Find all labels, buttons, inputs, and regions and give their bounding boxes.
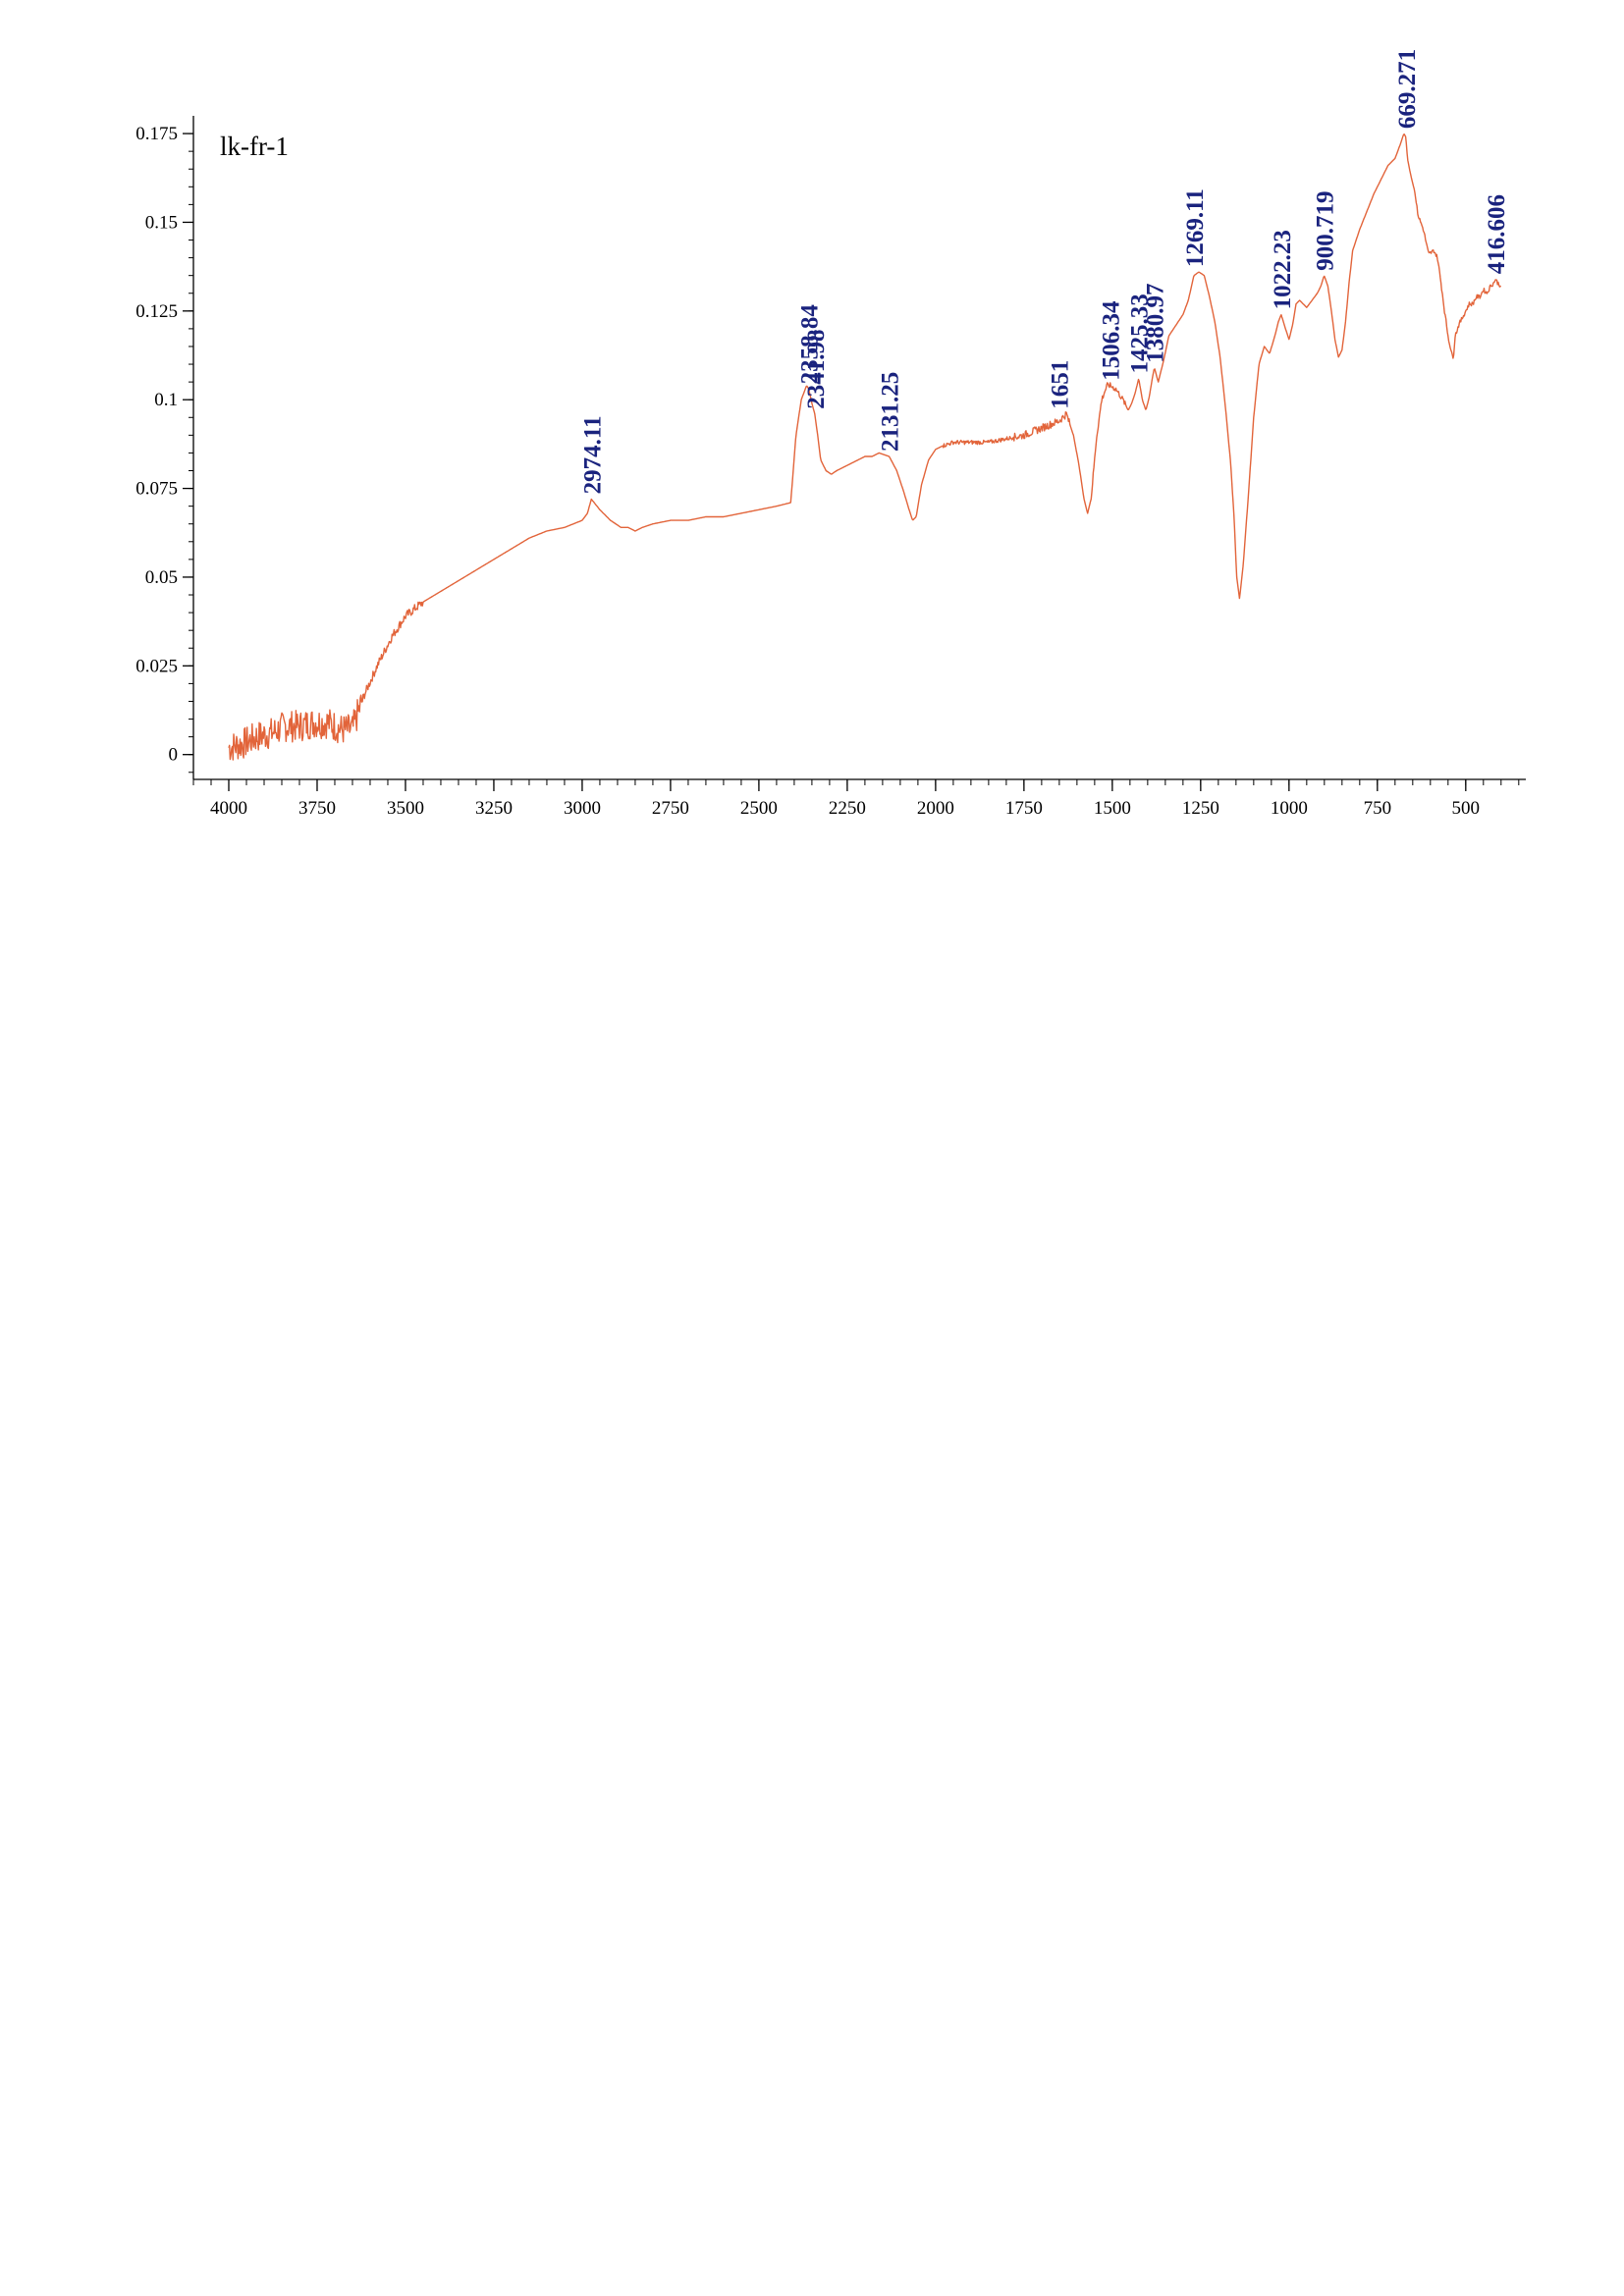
x-tick-label: 3750 — [298, 798, 336, 819]
x-axis: 4000 3750 3500 3250 3000 2750 2500 2250 2000 1750… — [192, 778, 1526, 819]
x-tick-label: 2750 — [652, 798, 689, 819]
y-axis: 0 0.025 0.05 0.075 0.1 0.125 0.15 0.175 — [135, 116, 194, 779]
y-tick-label: 0.125 — [135, 301, 178, 322]
y-tick-label: 0.05 — [145, 567, 178, 588]
y-tick-label: 0.025 — [135, 656, 178, 676]
peak-label: 1506.34 — [1099, 300, 1125, 381]
series-line-0 — [228, 133, 1501, 761]
x-tick-label: 2000 — [917, 798, 954, 819]
x-tick-label: 1000 — [1271, 798, 1308, 819]
x-tick-label: 1250 — [1182, 798, 1219, 819]
peak-label: 416.606 — [1484, 194, 1510, 274]
x-tick-label: 4000 — [210, 798, 247, 819]
peak-label: 900.719 — [1313, 190, 1339, 270]
peak-label: 1022.23 — [1270, 230, 1296, 309]
y-tick-label: 0.175 — [135, 124, 178, 144]
x-tick-label: 750 — [1364, 798, 1392, 819]
peak-label: 669.271 — [1394, 49, 1421, 129]
peak-label: 1425.33 — [1127, 294, 1154, 373]
y-tick-label: 0.1 — [154, 390, 178, 410]
x-tick-label: 2500 — [740, 798, 778, 819]
y-tick-label: 0.075 — [135, 479, 178, 500]
x-tick-label: 3000 — [564, 798, 601, 819]
peak-label: 2358.84 — [797, 304, 824, 385]
x-tick-label: 3500 — [387, 798, 424, 819]
peak-label: 1269.11 — [1182, 188, 1209, 267]
chart-title: lk-fr-1 — [220, 132, 289, 161]
spectrum-series — [228, 133, 1501, 761]
x-tick-label: 2250 — [829, 798, 866, 819]
x-tick-label: 3250 — [475, 798, 513, 819]
ir-spectrum-chart: lk-fr-1 0 0.025 0.05 0.075 0.1 0.125 0.15 0.175… — [135, 49, 1526, 819]
peak-label: 2341.98 — [803, 329, 830, 408]
peak-label: 2131.25 — [878, 372, 904, 452]
x-tick-label: 1750 — [1005, 798, 1043, 819]
peak-label: 2974.11 — [579, 416, 606, 495]
x-tick-label: 500 — [1452, 798, 1481, 819]
peak-label: 1651 — [1048, 360, 1074, 409]
peak-label: 1380.97 — [1143, 283, 1169, 362]
y-tick-label: 0 — [169, 745, 179, 766]
y-tick-label: 0.15 — [145, 212, 178, 233]
x-tick-label: 1500 — [1094, 798, 1131, 819]
